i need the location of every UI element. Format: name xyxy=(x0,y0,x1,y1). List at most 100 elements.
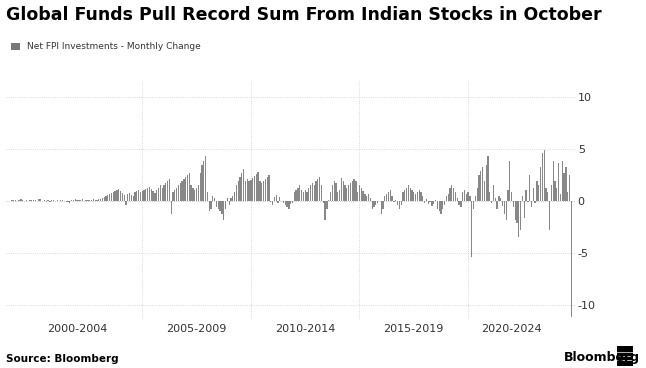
Text: Global Funds Pull Record Sum From Indian Stocks in October: Global Funds Pull Record Sum From Indian… xyxy=(6,6,602,24)
Bar xyxy=(276,195,277,201)
Bar xyxy=(480,171,481,201)
Bar xyxy=(395,200,397,201)
Bar xyxy=(487,156,488,201)
Bar xyxy=(315,181,317,201)
Bar xyxy=(185,177,186,201)
Bar xyxy=(424,201,425,203)
Bar xyxy=(176,188,177,201)
Legend: Net FPI Investments - Monthly Change: Net FPI Investments - Monthly Change xyxy=(11,42,201,52)
Bar xyxy=(335,183,337,201)
Bar xyxy=(430,201,431,202)
Bar xyxy=(331,185,333,201)
Bar xyxy=(393,201,395,202)
Bar xyxy=(103,197,105,201)
Bar xyxy=(337,192,339,201)
Bar xyxy=(151,188,152,201)
Bar xyxy=(509,160,510,201)
Bar xyxy=(254,176,255,201)
Bar xyxy=(132,196,134,201)
Bar xyxy=(475,196,476,201)
Bar xyxy=(482,167,483,201)
Bar xyxy=(348,185,349,201)
Bar xyxy=(98,199,99,201)
Bar xyxy=(256,174,257,201)
Bar xyxy=(250,180,251,201)
Bar xyxy=(191,185,192,201)
Bar xyxy=(362,191,364,201)
Bar xyxy=(554,181,556,201)
Bar xyxy=(446,196,447,201)
Bar xyxy=(502,201,503,206)
Bar xyxy=(455,192,456,201)
Bar xyxy=(368,194,369,201)
Bar xyxy=(47,200,48,201)
Bar xyxy=(556,188,557,201)
Bar xyxy=(319,177,320,201)
Bar xyxy=(76,200,78,201)
Bar xyxy=(218,201,219,209)
Bar xyxy=(109,194,110,201)
Bar xyxy=(46,201,47,202)
Bar xyxy=(33,199,34,201)
Bar xyxy=(560,194,561,201)
Bar xyxy=(145,188,147,201)
Bar xyxy=(549,201,550,230)
Bar xyxy=(91,200,92,201)
Bar xyxy=(457,198,458,201)
Bar xyxy=(344,185,346,201)
Bar xyxy=(236,185,237,201)
Bar xyxy=(102,198,103,201)
Bar xyxy=(160,185,161,201)
Bar xyxy=(152,191,154,201)
Bar xyxy=(202,165,203,201)
Bar xyxy=(51,200,52,201)
Bar xyxy=(96,200,98,201)
Bar xyxy=(303,192,304,201)
Bar xyxy=(62,199,63,201)
Bar xyxy=(193,188,194,201)
Bar xyxy=(359,185,360,201)
Bar xyxy=(265,179,266,201)
Bar xyxy=(123,195,125,201)
Bar xyxy=(410,188,411,201)
Bar xyxy=(105,196,107,201)
Bar xyxy=(274,197,275,201)
Bar xyxy=(240,177,241,201)
Bar xyxy=(390,190,391,201)
Bar xyxy=(397,201,398,205)
Bar xyxy=(558,163,559,201)
Bar xyxy=(346,188,348,201)
Bar xyxy=(238,181,239,201)
Bar xyxy=(567,192,568,201)
Bar xyxy=(493,185,494,201)
Bar xyxy=(196,188,197,201)
Text: Source: Bloomberg: Source: Bloomberg xyxy=(6,354,119,364)
Bar xyxy=(243,169,244,201)
Bar xyxy=(375,201,377,205)
Bar xyxy=(73,200,74,201)
Bar xyxy=(552,160,554,201)
Bar xyxy=(66,201,67,202)
Bar xyxy=(69,201,70,203)
Bar xyxy=(40,199,41,201)
Bar xyxy=(460,201,461,207)
Bar xyxy=(370,198,371,201)
Bar xyxy=(450,188,451,201)
Bar xyxy=(267,177,268,201)
Bar xyxy=(125,201,127,205)
Bar xyxy=(542,153,543,201)
Bar xyxy=(290,201,291,204)
Bar xyxy=(118,188,120,201)
Bar xyxy=(31,200,32,201)
Bar xyxy=(570,201,572,317)
Bar xyxy=(453,188,454,201)
Bar xyxy=(295,190,297,201)
Bar xyxy=(141,191,143,201)
Bar xyxy=(308,188,309,201)
Bar xyxy=(127,194,129,201)
Bar xyxy=(263,181,264,201)
Bar xyxy=(258,172,259,201)
Bar xyxy=(357,192,359,201)
Bar xyxy=(339,190,340,201)
Bar xyxy=(421,192,422,201)
